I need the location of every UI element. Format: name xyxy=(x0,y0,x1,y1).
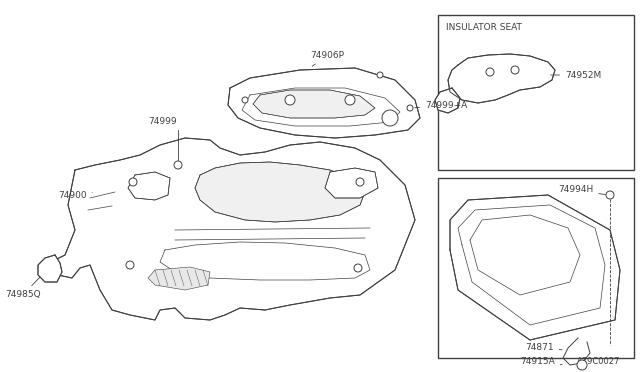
Bar xyxy=(438,15,634,170)
Circle shape xyxy=(242,97,248,103)
Polygon shape xyxy=(228,68,420,138)
Circle shape xyxy=(345,95,355,105)
Text: 74871: 74871 xyxy=(525,343,562,353)
Text: A79C0027: A79C0027 xyxy=(577,357,620,366)
Text: 74906P: 74906P xyxy=(310,51,344,66)
Text: 74900: 74900 xyxy=(58,190,92,199)
Polygon shape xyxy=(448,54,555,103)
Text: 74999+A: 74999+A xyxy=(415,100,467,109)
Circle shape xyxy=(486,68,494,76)
Circle shape xyxy=(511,66,519,74)
Text: INSULATOR SEAT: INSULATOR SEAT xyxy=(446,22,522,32)
Text: 74985Q: 74985Q xyxy=(5,277,40,299)
Circle shape xyxy=(377,72,383,78)
Polygon shape xyxy=(195,162,365,222)
Polygon shape xyxy=(38,255,62,282)
Circle shape xyxy=(174,161,182,169)
Text: 74915A: 74915A xyxy=(520,357,562,366)
Polygon shape xyxy=(55,138,415,320)
Circle shape xyxy=(382,110,398,126)
Polygon shape xyxy=(450,195,620,340)
Bar xyxy=(438,178,634,358)
Text: 74994H: 74994H xyxy=(558,186,605,195)
Polygon shape xyxy=(128,172,170,200)
Circle shape xyxy=(577,360,587,370)
Circle shape xyxy=(126,261,134,269)
Polygon shape xyxy=(435,88,460,113)
Circle shape xyxy=(129,178,137,186)
Text: 74999: 74999 xyxy=(148,118,177,126)
Text: 74952M: 74952M xyxy=(551,71,601,80)
Circle shape xyxy=(606,191,614,199)
Polygon shape xyxy=(253,90,375,118)
Circle shape xyxy=(285,95,295,105)
Polygon shape xyxy=(325,168,378,198)
Polygon shape xyxy=(148,267,210,290)
Circle shape xyxy=(354,264,362,272)
Circle shape xyxy=(356,178,364,186)
Circle shape xyxy=(407,105,413,111)
